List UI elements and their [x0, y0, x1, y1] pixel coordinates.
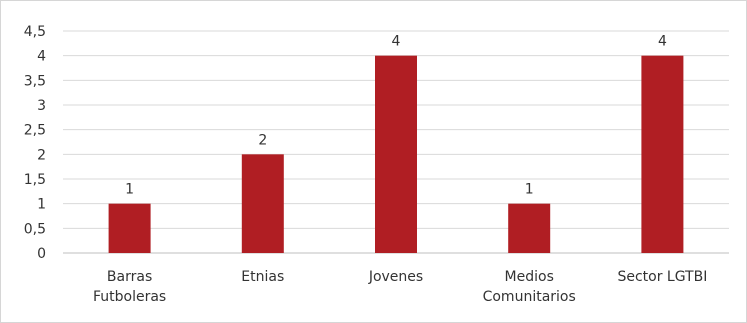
bar [508, 203, 551, 253]
data-label: 4 [658, 34, 667, 50]
y-tick-label: 0 [37, 246, 46, 262]
data-label: 2 [258, 132, 267, 148]
y-tick-label: 1 [37, 197, 46, 213]
data-label: 1 [125, 182, 134, 198]
y-tick-label: 4,5 [24, 24, 46, 40]
y-tick-label: 2,5 [24, 123, 46, 139]
data-label: 1 [525, 182, 534, 198]
bar [241, 154, 284, 253]
y-tick-label: 4 [37, 49, 46, 65]
y-tick-label: 1,5 [24, 172, 46, 188]
x-tick-label: Sector LGTBI [617, 269, 707, 285]
y-tick-label: 3 [37, 98, 46, 114]
bar [108, 203, 151, 253]
x-tick-label: Etnias [241, 269, 284, 285]
x-tick-label: Comunitarios [483, 289, 576, 305]
bar [641, 55, 684, 253]
y-tick-label: 3,5 [24, 73, 46, 89]
x-tick-label: Futboleras [93, 289, 166, 305]
bar [375, 55, 417, 253]
data-label: 4 [392, 34, 401, 50]
x-tick-label: Barras [107, 269, 152, 285]
y-tick-label: 2 [37, 147, 46, 163]
x-tick-label: Jovenes [368, 269, 423, 285]
x-tick-label: Medios [505, 269, 554, 285]
y-tick-label: 0,5 [24, 221, 46, 237]
